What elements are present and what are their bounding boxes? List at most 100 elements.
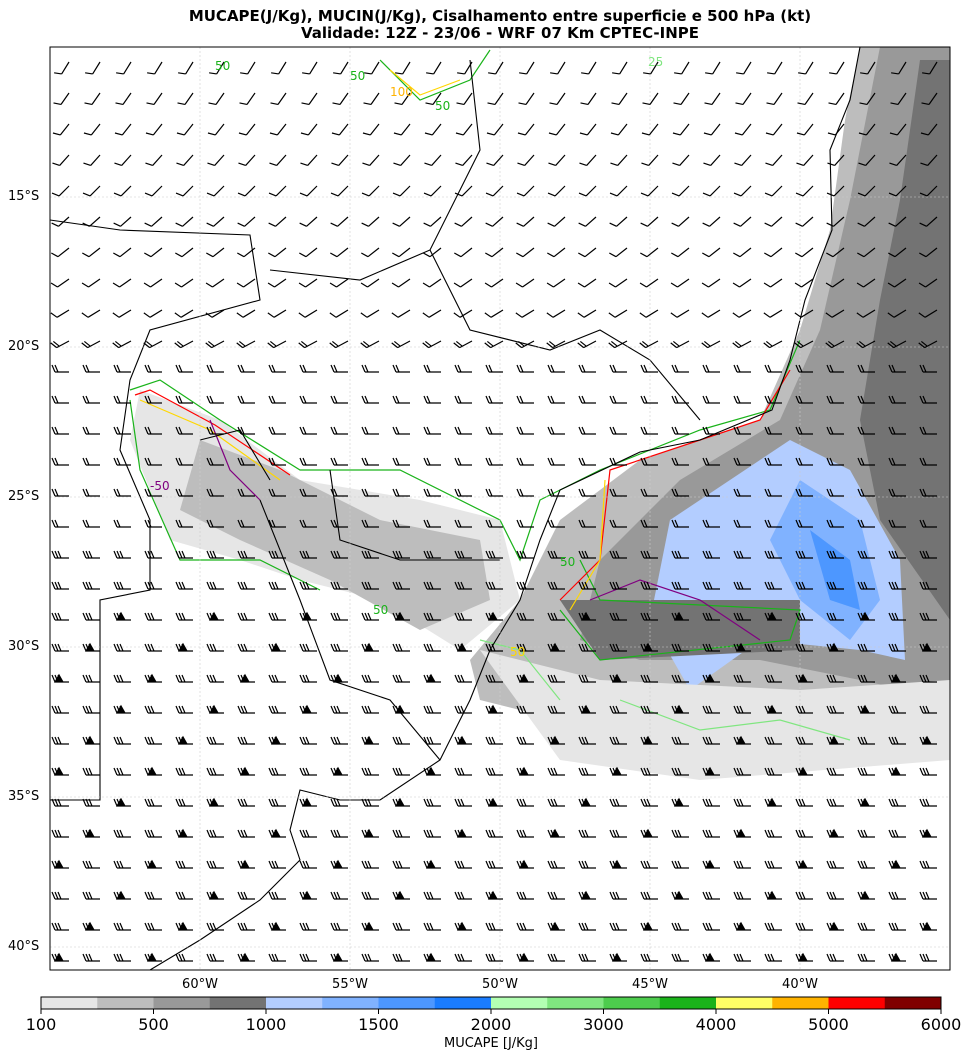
- wind-barb: [51, 736, 69, 745]
- wind-barb: [578, 550, 596, 559]
- wind-barb: [919, 891, 937, 900]
- wind-barb: [702, 736, 720, 745]
- wind-barb: [113, 797, 131, 807]
- wind-barb: [206, 767, 224, 776]
- wind-barb: [361, 891, 379, 900]
- wind-barb: [764, 457, 782, 466]
- wind-barb: [330, 519, 348, 528]
- wind-barb: [82, 488, 100, 497]
- wind-barb: [671, 395, 689, 404]
- wind-barb: [485, 797, 503, 807]
- wind-barb: [330, 673, 348, 683]
- wind-barb: [454, 426, 472, 435]
- wind-barb: [671, 736, 689, 745]
- wind-barb: [578, 216, 597, 227]
- wind-barb: [547, 519, 565, 528]
- wind-barb: [268, 364, 286, 373]
- wind-barb: [113, 704, 131, 714]
- wind-barb: [919, 953, 937, 962]
- wind-barb: [640, 581, 658, 590]
- wind-barb: [144, 922, 162, 931]
- wind-barb: [268, 457, 286, 466]
- wind-barb: [608, 278, 628, 288]
- wind-barb: [268, 216, 287, 227]
- wind-barb: [113, 860, 131, 869]
- wind-barb: [361, 921, 379, 931]
- lat-label: 25°S: [8, 489, 40, 504]
- lat-label: 40°S: [8, 939, 40, 954]
- wind-barb: [237, 488, 255, 497]
- wind-barb: [856, 340, 876, 349]
- wind-barb: [175, 581, 193, 590]
- wind-barb: [422, 340, 442, 349]
- wind-barb: [332, 92, 349, 106]
- wind-barb: [175, 426, 193, 435]
- wind-barb: [485, 611, 503, 621]
- wind-barb: [580, 92, 597, 106]
- wind-barb: [486, 123, 504, 136]
- wind-barb: [268, 488, 286, 497]
- wind-barb: [733, 395, 751, 404]
- wind-barb: [919, 921, 937, 931]
- wind-barb: [454, 247, 473, 258]
- wind-barb: [794, 309, 814, 318]
- wind-barb: [299, 829, 317, 838]
- wind-barb: [609, 798, 627, 807]
- wind-barb: [517, 123, 535, 136]
- wind-barb: [236, 340, 256, 349]
- wind-barb: [609, 736, 627, 745]
- wind-barb: [701, 278, 721, 288]
- wind-barb: [547, 457, 565, 466]
- wind-barb: [113, 736, 131, 745]
- wind-barb: [392, 395, 410, 404]
- colorbar-bin: [41, 997, 98, 1009]
- wind-barb: [206, 395, 224, 404]
- wind-barb: [267, 278, 287, 288]
- wind-barb: [827, 154, 845, 167]
- wind-barb: [516, 426, 534, 435]
- wind-barb: [640, 550, 658, 559]
- wind-barb: [299, 426, 317, 435]
- wind-barb: [424, 123, 442, 136]
- wind-barb: [361, 216, 380, 227]
- wind-barb: [206, 922, 224, 931]
- wind-barb: [51, 457, 69, 466]
- wind-barb: [763, 340, 783, 349]
- wind-barb: [829, 61, 845, 75]
- wind-barb: [144, 364, 162, 373]
- wind-barb: [733, 457, 751, 466]
- wind-barb: [144, 426, 162, 435]
- wind-barb: [237, 643, 255, 652]
- wind-barb: [361, 612, 379, 621]
- wind-barb: [733, 519, 751, 528]
- wind-barb: [422, 309, 442, 318]
- wind-barb: [174, 340, 194, 349]
- wind-barb: [612, 61, 628, 75]
- wind-barb: [82, 953, 100, 962]
- wind-barb: [237, 426, 255, 435]
- mucin-contours: [129, 49, 851, 741]
- wind-barb: [392, 426, 410, 435]
- wind-barb: [857, 797, 875, 807]
- wind-barb: [857, 890, 875, 900]
- wind-barb: [797, 92, 814, 106]
- wind-barb: [826, 550, 844, 559]
- wind-barb: [206, 488, 224, 497]
- colorbar-bin: [547, 997, 604, 1009]
- wind-barb: [175, 216, 194, 227]
- wind-barb: [205, 278, 225, 288]
- wind-barb: [826, 457, 844, 466]
- wind-barb: [454, 185, 473, 197]
- wind-barb: [609, 550, 627, 559]
- wind-barb: [547, 767, 565, 776]
- wind-barb: [175, 735, 193, 745]
- wind-barb: [454, 642, 472, 652]
- contour-label: 50: [510, 645, 525, 659]
- wind-barb: [764, 550, 782, 559]
- wind-barb: [828, 92, 845, 106]
- wind-barb: [795, 426, 813, 435]
- wind-barb: [547, 581, 565, 590]
- wind-barb: [268, 247, 287, 258]
- wind-barb: [671, 704, 689, 714]
- wind-barb: [113, 674, 131, 683]
